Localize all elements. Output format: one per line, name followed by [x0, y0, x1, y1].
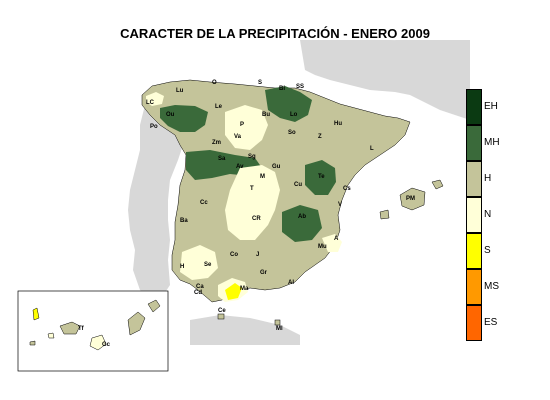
legend-label-eh: EH	[484, 101, 498, 112]
canary-lapalma	[32, 307, 40, 321]
city-P: P	[240, 122, 244, 128]
legend-swatch-eh	[466, 89, 482, 125]
city-Zm: Zm	[212, 140, 221, 146]
legend-label-ms: MS	[484, 281, 499, 292]
canary-lanzarote	[147, 299, 161, 313]
france-land-top	[395, 40, 470, 60]
zone-s-malaga	[225, 283, 242, 300]
africa-land	[190, 315, 300, 345]
island-menorca	[431, 179, 444, 190]
melilla	[274, 319, 281, 326]
canary-fuerteventura	[127, 311, 146, 336]
island-ibiza	[379, 209, 390, 220]
city-Av: Av	[236, 164, 244, 170]
city-PM: PM	[406, 196, 415, 202]
city-LC: LC	[146, 100, 155, 106]
city-Gc: Gc	[102, 342, 111, 348]
city-SS: SS	[296, 84, 304, 90]
city-Gu: Gu	[272, 164, 281, 170]
legend-label-mh: MH	[484, 137, 500, 148]
city-Ma: Ma	[240, 286, 249, 292]
city-Co: Co	[230, 252, 238, 258]
city-Po: Po	[150, 124, 158, 130]
zone-n-castilla	[225, 105, 268, 150]
city-J: J	[256, 252, 259, 258]
city-A: A	[334, 236, 339, 242]
zone-mh-teruel	[305, 160, 336, 195]
legend-swatch-s	[466, 233, 482, 269]
legend-swatch-es	[466, 305, 482, 341]
canary-hierro	[29, 340, 36, 346]
legend-label-es: ES	[484, 317, 498, 328]
city-Ce: Ce	[218, 308, 226, 314]
city-Lu: Lu	[176, 88, 184, 94]
city-O: O	[212, 80, 217, 86]
city-Te: Te	[318, 174, 325, 180]
city-Va: Va	[234, 134, 242, 140]
city-Bu: Bu	[262, 112, 270, 118]
ceuta	[217, 313, 225, 320]
city-Cc: Cc	[200, 200, 208, 206]
city-Ou: Ou	[166, 112, 175, 118]
zone-mh-galicia	[160, 105, 208, 132]
legend-label-n: N	[484, 209, 492, 220]
canary-gomera	[47, 332, 55, 339]
zone-mh-north	[265, 86, 312, 122]
zone-n-coruna	[146, 92, 164, 106]
legend-label-h: H	[484, 173, 492, 184]
zone-n-murcia	[322, 234, 342, 252]
legend-swatch-mh	[466, 125, 482, 161]
city-Al: Al	[288, 280, 294, 286]
city-H: H	[180, 264, 184, 270]
city-Mu: Mu	[318, 244, 327, 250]
city-Sg: Sg	[248, 154, 256, 160]
zone-mh-albacete	[282, 205, 322, 242]
city-Cu: Cu	[294, 182, 302, 188]
city-CR: CR	[252, 216, 261, 222]
map-title: CARACTER DE LA PRECIPITACIÓN - ENERO 200…	[120, 26, 430, 41]
zone-n-center	[225, 165, 280, 240]
legend-swatch-n	[466, 197, 482, 233]
city-So: So	[288, 130, 296, 136]
city-Gr: Gr	[260, 270, 268, 276]
city-S: S	[258, 80, 262, 86]
city-Ba: Ba	[180, 218, 188, 224]
city-T: T	[250, 186, 254, 192]
france-land	[300, 40, 470, 120]
city-Ab: Ab	[298, 214, 306, 220]
city-Cd: Cd	[194, 290, 202, 296]
city-Ca: Ca	[196, 284, 204, 290]
island-mallorca	[399, 187, 426, 211]
canary-grancanaria	[89, 334, 107, 351]
city-Hu: Hu	[334, 121, 342, 127]
city-Tf: Tf	[78, 326, 85, 332]
city-M: M	[260, 174, 265, 180]
city-Z: Z	[318, 134, 322, 140]
city-Se: Se	[204, 262, 212, 268]
legend-swatch-ms	[466, 269, 482, 305]
portugal-land	[128, 105, 183, 300]
city-Le: Le	[215, 104, 223, 110]
city-Cs: Cs	[343, 186, 351, 192]
city-labels: Lu Ou Po Le Bi SS S Bu P Va Lo Hu So Z S…	[78, 80, 415, 348]
legend-swatch-h	[466, 161, 482, 197]
city-Bi: Bi	[279, 86, 285, 92]
city-Lo: Lo	[290, 112, 298, 118]
zone-n-sevilla	[180, 245, 218, 280]
city-Sa: Sa	[218, 156, 226, 162]
city-V: V	[338, 202, 342, 208]
legend-label-s: S	[484, 245, 491, 256]
city-L: L	[370, 146, 374, 152]
canary-inset	[17, 290, 169, 372]
canary-tenerife	[59, 321, 81, 335]
city-Ml: Ml	[276, 326, 283, 332]
